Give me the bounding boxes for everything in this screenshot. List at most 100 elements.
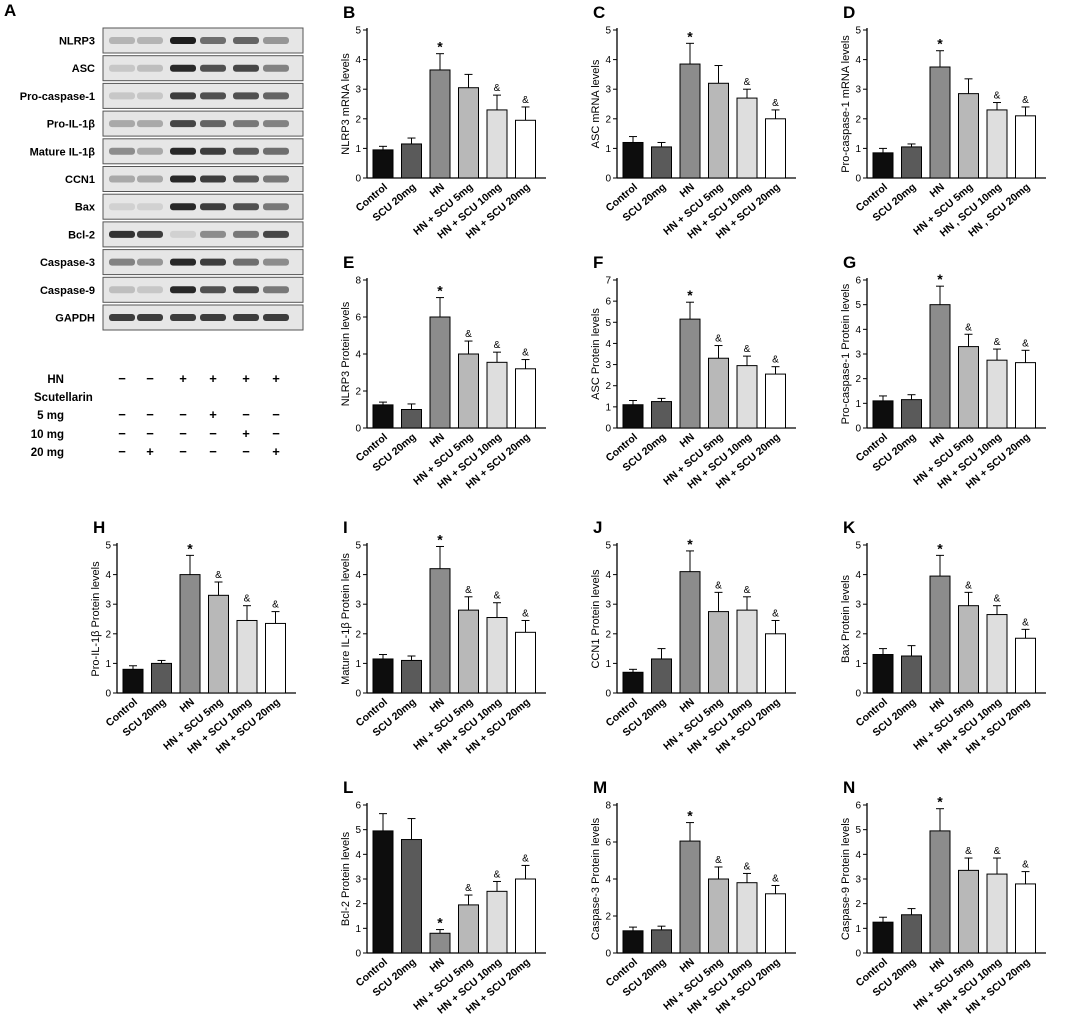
panel-letter: J bbox=[593, 518, 602, 537]
significance-star: * bbox=[687, 287, 693, 303]
y-tick-label: 1 bbox=[855, 659, 861, 670]
blot-row: GAPDH bbox=[55, 304, 304, 331]
y-tick-label: 5 bbox=[605, 541, 611, 552]
blot-band bbox=[200, 258, 226, 266]
bar bbox=[679, 318, 701, 429]
blot-band bbox=[137, 92, 163, 100]
blot-band bbox=[200, 37, 226, 44]
blot-band bbox=[109, 230, 135, 238]
chart-panel-G: G Pro-caspase-1 Protein levels 0 1 2 3 4 5 6 Cont… bbox=[825, 250, 1075, 505]
bar bbox=[679, 840, 701, 954]
y-tick-label: 1 bbox=[855, 924, 861, 935]
blot-band bbox=[200, 92, 226, 100]
bar bbox=[401, 659, 422, 694]
bar bbox=[958, 605, 979, 694]
y-tick-label: 3 bbox=[355, 85, 361, 96]
treatment-label: 20 mg bbox=[31, 447, 64, 459]
y-tick-label: 1 bbox=[355, 659, 361, 670]
treatment-mark: + bbox=[209, 371, 217, 386]
significance-star: * bbox=[687, 28, 693, 44]
bar bbox=[1015, 115, 1036, 179]
bar bbox=[986, 873, 1008, 954]
blot-label: GAPDH bbox=[55, 313, 95, 325]
panel-letter: H bbox=[93, 518, 105, 537]
blot-row: Bax bbox=[75, 193, 304, 220]
y-tick-label: 8 bbox=[605, 801, 611, 812]
y-tick-label: 5 bbox=[605, 26, 611, 37]
panel-letter-A: A bbox=[4, 1, 16, 20]
blot-band bbox=[109, 203, 135, 211]
bar bbox=[486, 617, 508, 694]
significance-star: * bbox=[937, 794, 943, 810]
treatment-mark: − bbox=[146, 407, 154, 422]
y-tick-label: 3 bbox=[855, 85, 861, 96]
y-axis-label: Bcl-2 Protein levels bbox=[340, 831, 352, 926]
blot-label: CCN1 bbox=[65, 174, 95, 186]
y-tick-label: 8 bbox=[355, 276, 361, 287]
treatment-mark: + bbox=[272, 444, 280, 459]
y-tick-label: 4 bbox=[855, 55, 861, 66]
bar bbox=[372, 830, 394, 954]
bar bbox=[708, 611, 729, 694]
chart-panel-K: K Bax Protein levels 0 1 2 3 4 5 Control SCU 20mg… bbox=[825, 515, 1075, 770]
x-tick-label: HN bbox=[428, 431, 447, 450]
y-tick-label: 5 bbox=[105, 541, 111, 552]
treatment-label: Scutellarin bbox=[34, 392, 93, 404]
blot-band bbox=[263, 203, 289, 211]
significance-ampersand: & bbox=[744, 344, 751, 355]
y-tick-label: 2 bbox=[605, 912, 611, 923]
significance-ampersand: & bbox=[465, 585, 472, 596]
bar bbox=[622, 404, 644, 429]
significance-star: * bbox=[687, 808, 693, 824]
bar bbox=[651, 146, 672, 179]
y-tick-label: 0 bbox=[355, 424, 361, 435]
blot-band bbox=[200, 147, 226, 155]
significance-ampersand: & bbox=[522, 853, 529, 864]
blot-band bbox=[200, 203, 226, 211]
bar bbox=[958, 869, 979, 954]
significance-star: * bbox=[437, 531, 443, 547]
bar bbox=[401, 839, 422, 954]
x-tick-label: HN bbox=[928, 181, 947, 200]
significance-ampersand: & bbox=[1022, 860, 1029, 871]
panel-letter: C bbox=[593, 3, 605, 22]
treatment-mark: − bbox=[146, 371, 154, 386]
treatment-mark: + bbox=[242, 426, 250, 441]
blot-band bbox=[137, 147, 163, 155]
chart-panel-N: N Caspase-9 Protein levels 0 1 2 3 4 5 6 Control S… bbox=[825, 775, 1075, 1030]
significance-star: * bbox=[937, 540, 943, 556]
blot-band bbox=[233, 203, 259, 211]
y-axis-label: Pro-IL-1β Protein levels bbox=[90, 561, 102, 677]
treatment-row: 5 mg − − − + − − bbox=[37, 407, 280, 422]
bar bbox=[236, 619, 258, 694]
y-tick-label: 1 bbox=[605, 144, 611, 155]
bar bbox=[651, 929, 672, 954]
x-tick-label: HN bbox=[678, 181, 697, 200]
blot-label: ASC bbox=[72, 63, 95, 75]
y-tick-label: 0 bbox=[855, 949, 861, 960]
panel-letter: G bbox=[843, 253, 856, 272]
y-tick-label: 4 bbox=[605, 570, 611, 581]
treatment-mark: − bbox=[179, 407, 187, 422]
bar bbox=[486, 361, 508, 429]
significance-ampersand: & bbox=[772, 98, 779, 109]
significance-ampersand: & bbox=[965, 846, 972, 857]
bar bbox=[401, 409, 422, 429]
blot-band bbox=[109, 92, 135, 100]
treatment-mark: − bbox=[118, 407, 126, 422]
significance-ampersand: & bbox=[1022, 338, 1029, 349]
treatment-mark: − bbox=[118, 444, 126, 459]
bar bbox=[765, 893, 786, 954]
blot-band bbox=[137, 230, 163, 238]
bar bbox=[515, 119, 536, 179]
treatment-row: Scutellarin bbox=[34, 392, 93, 404]
blot-band bbox=[137, 258, 163, 266]
blot-label: NLRP3 bbox=[59, 36, 95, 48]
blot-band bbox=[200, 64, 226, 72]
blot-band bbox=[137, 203, 163, 211]
